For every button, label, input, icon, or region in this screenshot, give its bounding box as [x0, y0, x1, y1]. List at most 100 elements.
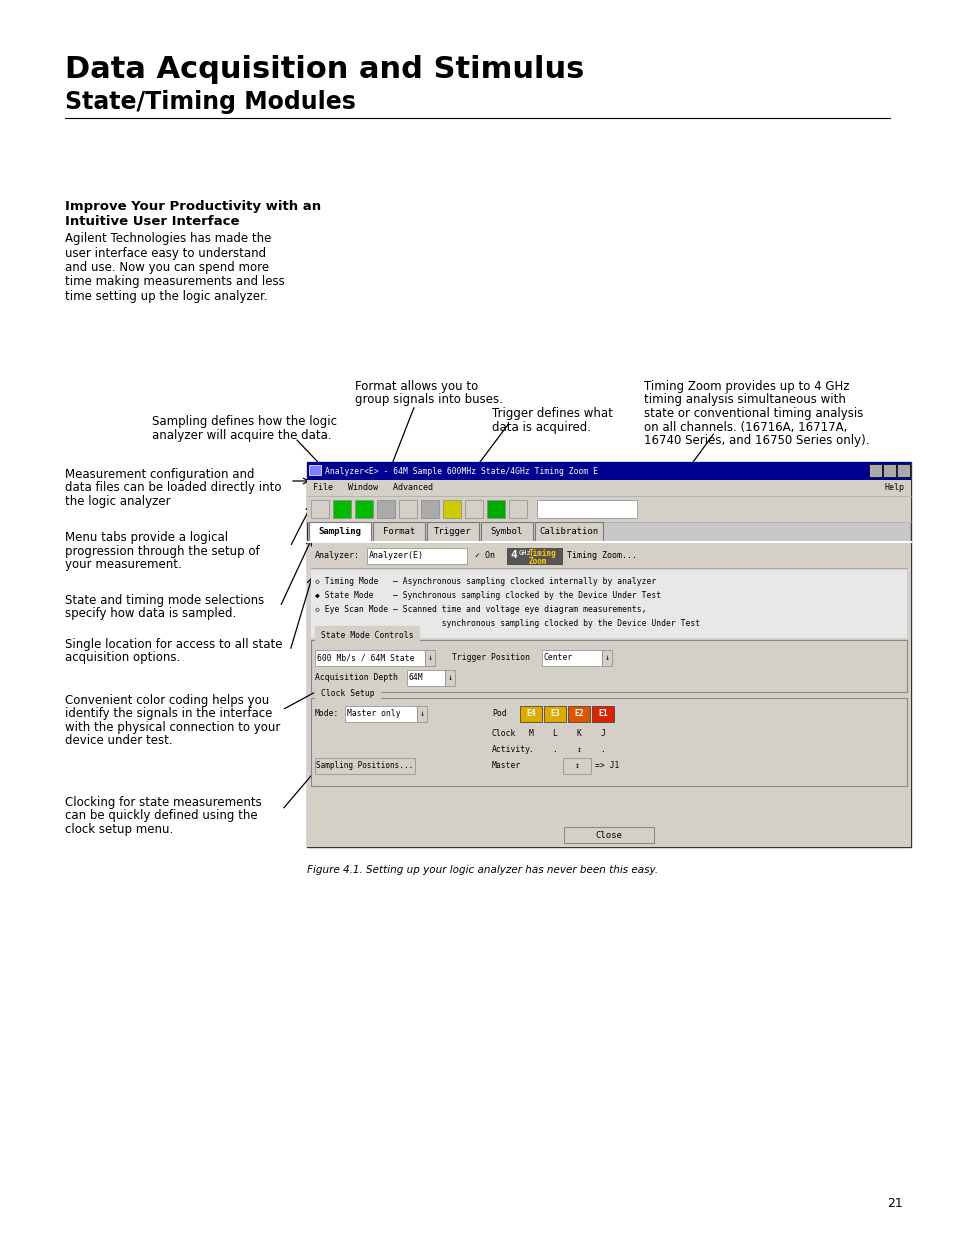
- Text: Single location for access to all state: Single location for access to all state: [65, 638, 282, 651]
- Bar: [314, 650, 424, 666]
- Text: .: .: [600, 746, 605, 755]
- Text: Calibration: Calibration: [538, 527, 598, 536]
- Bar: [309, 466, 320, 475]
- Text: .: .: [528, 746, 533, 755]
- Text: Figure 4.1. Setting up your logic analyzer has never been this easy.: Figure 4.1. Setting up your logic analyz…: [307, 864, 658, 876]
- Bar: [373, 522, 424, 542]
- Text: E4: E4: [525, 709, 536, 719]
- Text: and use. Now you can spend more: and use. Now you can spend more: [65, 261, 269, 274]
- Text: Trigger defines what: Trigger defines what: [492, 408, 612, 420]
- Text: time making measurements and less: time making measurements and less: [65, 275, 284, 289]
- Bar: [537, 500, 637, 517]
- Bar: [567, 706, 589, 722]
- Text: data files can be loaded directly into: data files can be loaded directly into: [65, 482, 281, 494]
- Text: K: K: [576, 730, 580, 739]
- Bar: [420, 500, 438, 517]
- Bar: [563, 827, 654, 844]
- Text: Trigger: Trigger: [434, 527, 472, 536]
- Bar: [480, 522, 533, 542]
- Text: Close: Close: [595, 830, 621, 840]
- Bar: [535, 522, 602, 542]
- Text: Sampling Positions...: Sampling Positions...: [316, 762, 414, 771]
- Text: ↓: ↓: [447, 673, 452, 683]
- Bar: [309, 522, 371, 542]
- Text: GHz: GHz: [518, 550, 531, 556]
- Text: Clock: Clock: [492, 730, 516, 739]
- Bar: [416, 706, 427, 722]
- Bar: [882, 464, 895, 477]
- Text: Help: Help: [884, 483, 904, 493]
- Bar: [424, 650, 435, 666]
- Bar: [398, 500, 416, 517]
- Text: clock setup menu.: clock setup menu.: [65, 823, 173, 836]
- Text: ◆ State Mode    – Synchronous sampling clocked by the Device Under Test: ◆ State Mode – Synchronous sampling cloc…: [314, 592, 660, 600]
- Text: your measurement.: your measurement.: [65, 558, 182, 571]
- Text: Timing: Timing: [529, 550, 557, 558]
- Text: ↓: ↓: [604, 653, 609, 662]
- Text: File   Window   Advanced: File Window Advanced: [313, 483, 433, 493]
- Text: acquisition options.: acquisition options.: [65, 652, 180, 664]
- Text: ◇ Timing Mode   – Asynchronous sampling clocked internally by analyzer: ◇ Timing Mode – Asynchronous sampling cl…: [314, 578, 656, 587]
- Text: Measurement configuration and: Measurement configuration and: [65, 468, 254, 480]
- Text: progression through the setup of: progression through the setup of: [65, 545, 259, 557]
- Text: Master only: Master only: [347, 709, 400, 719]
- Bar: [464, 500, 482, 517]
- Text: time setting up the logic analyzer.: time setting up the logic analyzer.: [65, 290, 268, 303]
- Text: with the physical connection to your: with the physical connection to your: [65, 721, 280, 734]
- Text: group signals into buses.: group signals into buses.: [355, 394, 502, 406]
- Text: Analyzer:: Analyzer:: [314, 552, 359, 561]
- Text: Acquisition Depth: Acquisition Depth: [314, 673, 397, 683]
- Text: M: M: [528, 730, 533, 739]
- Bar: [314, 758, 415, 774]
- Text: synchronous sampling clocked by the Device Under Test: synchronous sampling clocked by the Devi…: [314, 619, 700, 627]
- Text: ↕: ↕: [576, 746, 580, 755]
- Bar: [868, 464, 882, 477]
- Text: Menu tabs provide a logical: Menu tabs provide a logical: [65, 531, 228, 543]
- Bar: [307, 462, 910, 847]
- Text: Analyzer<E> - 64M Sample 600MHz State/4GHz Timing Zoom E: Analyzer<E> - 64M Sample 600MHz State/4G…: [325, 467, 598, 475]
- Text: on all channels. (16716A, 16717A,: on all channels. (16716A, 16717A,: [643, 420, 846, 433]
- Bar: [345, 706, 416, 722]
- Text: 4: 4: [510, 550, 517, 559]
- Bar: [506, 548, 561, 564]
- Text: J: J: [600, 730, 605, 739]
- Text: Master: Master: [492, 762, 520, 771]
- Text: Mode:: Mode:: [314, 709, 339, 719]
- Text: E3: E3: [550, 709, 559, 719]
- Bar: [311, 571, 906, 638]
- Bar: [307, 462, 910, 480]
- Text: Analyzer(E): Analyzer(E): [369, 552, 423, 561]
- Text: Timing Zoom provides up to 4 GHz: Timing Zoom provides up to 4 GHz: [643, 380, 848, 393]
- Text: E2: E2: [574, 709, 583, 719]
- Bar: [543, 706, 565, 722]
- Text: specify how data is sampled.: specify how data is sampled.: [65, 608, 236, 620]
- Text: timing analysis simultaneous with: timing analysis simultaneous with: [643, 394, 845, 406]
- Bar: [442, 500, 460, 517]
- Bar: [307, 542, 910, 847]
- Text: Trigger Position: Trigger Position: [452, 653, 530, 662]
- Text: Format allows you to: Format allows you to: [355, 380, 477, 393]
- Text: Data Acquisition and Stimulus: Data Acquisition and Stimulus: [65, 56, 584, 84]
- Bar: [311, 640, 906, 692]
- Text: L: L: [552, 730, 557, 739]
- Text: Clocking for state measurements: Clocking for state measurements: [65, 797, 261, 809]
- Text: Pod: Pod: [492, 709, 506, 719]
- Bar: [519, 706, 541, 722]
- Bar: [376, 500, 395, 517]
- Text: Center: Center: [543, 653, 573, 662]
- Text: Symbol: Symbol: [491, 527, 522, 536]
- Text: Zoom: Zoom: [529, 557, 547, 566]
- Text: identify the signals in the interface: identify the signals in the interface: [65, 708, 273, 720]
- Text: Activity: Activity: [492, 746, 531, 755]
- Bar: [509, 500, 526, 517]
- Text: State Mode Controls: State Mode Controls: [320, 631, 414, 641]
- Text: Convenient color coding helps you: Convenient color coding helps you: [65, 694, 269, 706]
- Bar: [444, 671, 455, 685]
- Text: State/Timing Modules: State/Timing Modules: [65, 90, 355, 114]
- Text: user interface easy to understand: user interface easy to understand: [65, 247, 266, 259]
- Text: .: .: [552, 746, 557, 755]
- Bar: [311, 500, 329, 517]
- Text: 600 Mb/s / 64M State: 600 Mb/s / 64M State: [316, 653, 414, 662]
- Bar: [333, 500, 351, 517]
- Text: □□X: □□X: [892, 467, 906, 475]
